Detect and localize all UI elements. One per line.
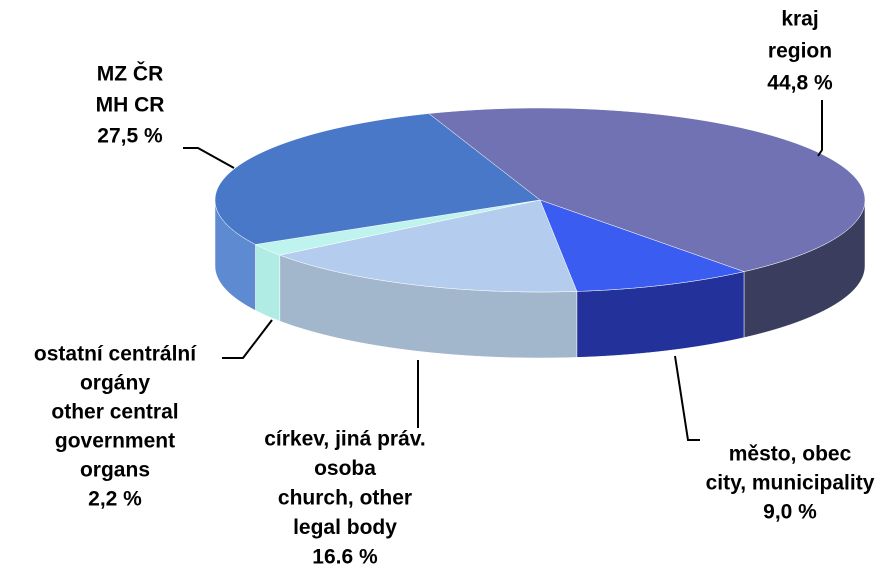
value-label: 44,8 % <box>767 72 833 95</box>
slice-label: city, municipality <box>706 472 875 495</box>
leader-line <box>222 319 273 359</box>
slice-label: ostatní centrální <box>34 343 197 366</box>
slice-label: government <box>55 430 175 453</box>
slice-label: legal body <box>293 516 397 539</box>
slice-label: organs <box>80 459 150 482</box>
leader-line <box>674 355 700 441</box>
slice-label: other central <box>51 401 178 424</box>
pie-slice <box>539 199 745 292</box>
pie-slice <box>428 107 866 272</box>
value-label: 2,2 % <box>88 488 142 511</box>
value-label: 9,0 % <box>763 501 817 524</box>
leader-line <box>817 100 823 157</box>
slice-label: region <box>768 40 832 63</box>
slice-label: orgány <box>80 372 150 395</box>
pie-sides <box>214 199 866 359</box>
slice-label: osoba <box>314 457 376 480</box>
pie-side <box>255 244 281 322</box>
slice-label: MH CR <box>96 94 165 117</box>
slice-label: church, other <box>278 487 412 510</box>
slice-label: kraj <box>781 8 818 31</box>
pie-slice <box>214 113 541 245</box>
slice-label: MZ ČR <box>97 62 164 86</box>
value-label: 16.6 % <box>312 546 378 569</box>
slice-label: město, obec <box>729 443 852 466</box>
pie-slice <box>254 199 541 256</box>
leader-line <box>183 147 235 169</box>
pie-slice <box>278 199 578 293</box>
pie <box>214 107 866 359</box>
value-label: 27,5 % <box>97 125 163 148</box>
pie-tops <box>214 107 866 293</box>
slice-label: církev, jiná práv. <box>264 428 425 451</box>
